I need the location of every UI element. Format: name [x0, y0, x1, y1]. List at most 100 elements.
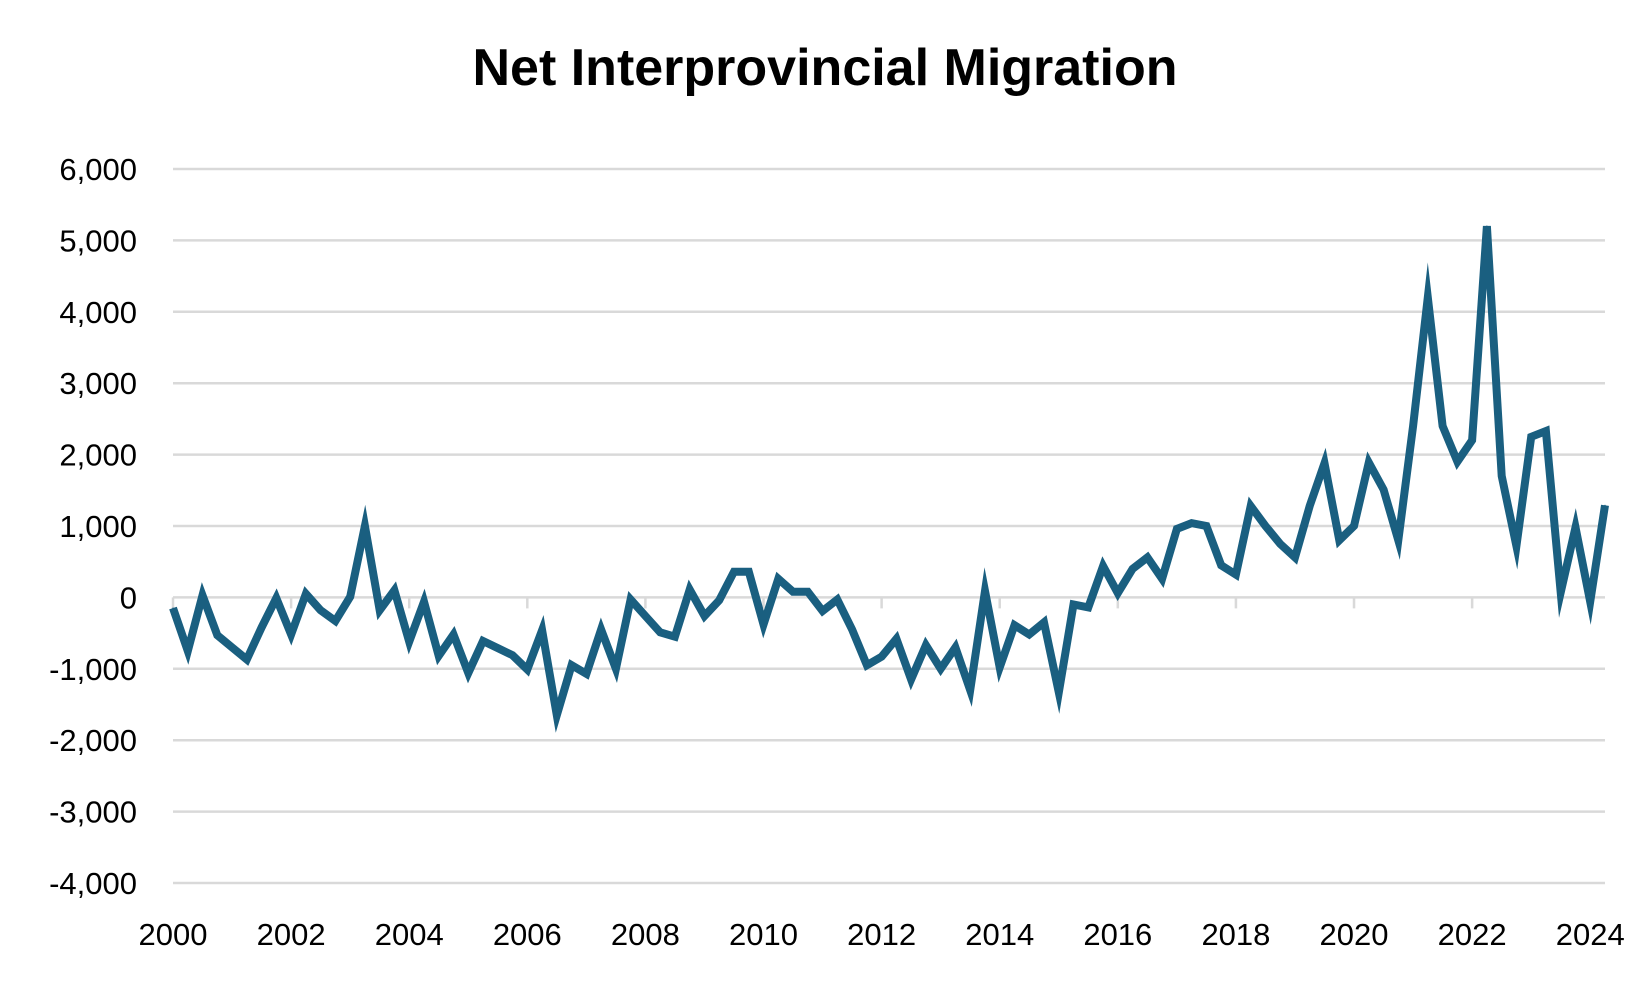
data-point: [467, 672, 469, 674]
data-point: [1191, 522, 1193, 524]
data-point: [408, 641, 410, 643]
data-point: [1087, 606, 1089, 608]
x-tick-label: 2024: [1556, 917, 1625, 952]
data-point: [851, 628, 853, 631]
data-point: [452, 633, 455, 636]
data-point: [1294, 556, 1296, 559]
data-point: [910, 678, 912, 681]
x-tick-label: 2002: [257, 917, 326, 952]
data-point: [703, 615, 706, 617]
x-tick-label: 2022: [1438, 917, 1507, 952]
data-point: [497, 647, 499, 649]
data-point: [615, 668, 617, 670]
x-tick-label: 2018: [1201, 917, 1270, 952]
data-point: [821, 610, 824, 612]
data-point: [1545, 430, 1547, 432]
data-point: [246, 658, 248, 661]
data-point: [570, 664, 573, 666]
data-point: [1161, 578, 1163, 580]
data-point: [334, 620, 336, 622]
data-point: [1442, 425, 1444, 427]
data-point: [172, 607, 174, 609]
data-point: [1235, 573, 1237, 576]
data-point: [216, 634, 218, 636]
data-point: [777, 578, 779, 580]
data-point: [1501, 475, 1503, 477]
data-point: [999, 666, 1001, 668]
data-point: [1427, 296, 1429, 299]
data-point: [541, 629, 543, 631]
data-point: [836, 598, 838, 601]
data-point: [644, 615, 647, 617]
gridlines: [173, 167, 1605, 885]
y-tick-label: 1,000: [59, 509, 137, 544]
data-point: [275, 597, 277, 599]
data-point: [895, 638, 897, 640]
data-point: [1323, 462, 1326, 464]
x-tick-label: 2016: [1083, 917, 1152, 952]
data-point: [1117, 592, 1119, 594]
data-point: [1574, 526, 1577, 529]
y-tick-label: 3,000: [59, 366, 137, 401]
data-point: [807, 591, 809, 593]
data-point: [511, 654, 514, 656]
data-point: [718, 599, 720, 601]
x-tick-label: 2000: [139, 917, 208, 952]
data-point: [438, 655, 440, 657]
data-point: [1176, 528, 1178, 530]
data-point: [305, 593, 307, 595]
data-point: [792, 591, 794, 593]
data-point: [881, 656, 883, 658]
x-tick-label: 2012: [847, 917, 916, 952]
data-point: [925, 644, 927, 646]
data-point: [1250, 505, 1252, 507]
x-tick-label: 2006: [493, 917, 562, 952]
data-point: [320, 609, 322, 611]
y-tick-label: 6,000: [59, 152, 137, 187]
x-tick-label: 2020: [1320, 917, 1389, 952]
data-point: [954, 646, 957, 648]
data-point: [1028, 633, 1030, 636]
data-point: [231, 646, 233, 648]
data-point: [1353, 525, 1355, 527]
x-tick-label: 2004: [375, 917, 444, 952]
data-point: [1264, 525, 1267, 527]
data-point: [600, 628, 602, 631]
data-point: [1456, 461, 1458, 463]
data-point: [1279, 543, 1281, 545]
data-point: [556, 714, 558, 716]
data-point: [1146, 556, 1148, 559]
data-point: [1309, 505, 1311, 507]
y-tick-label: -3,000: [49, 795, 137, 830]
data-point: [1102, 565, 1104, 567]
data-point: [1013, 624, 1016, 626]
data-point: [201, 594, 204, 596]
data-point: [393, 589, 396, 591]
data-point: [1589, 601, 1591, 603]
data-point: [585, 673, 587, 675]
data-point: [630, 598, 632, 601]
data-point: [1072, 603, 1075, 606]
series-line-0: [169, 225, 1609, 733]
x-tick-label: 2014: [965, 917, 1034, 952]
data-point: [526, 668, 528, 671]
data-point: [748, 571, 750, 573]
data-point: [379, 609, 381, 611]
y-tick-label: -4,000: [49, 866, 137, 901]
data-point: [969, 689, 971, 691]
y-tick-label: 4,000: [59, 295, 137, 330]
y-tick-label: -2,000: [49, 723, 137, 758]
y-tick-label: -1,000: [49, 652, 137, 687]
data-point: [1530, 436, 1532, 438]
data-point: [984, 590, 986, 592]
data-point: [1604, 504, 1606, 506]
data-point: [762, 623, 765, 626]
data-point: [423, 601, 425, 603]
data-point: [1397, 539, 1399, 541]
data-point: [733, 571, 735, 573]
data-point: [866, 664, 868, 666]
chart-title: Net Interprovincial Migration: [472, 39, 1178, 97]
y-axis-tick-labels: -4,000 -3,000 -2,000 -1,000 0 1,000 2,000 3,000…: [49, 152, 137, 901]
data-point: [1471, 439, 1473, 441]
